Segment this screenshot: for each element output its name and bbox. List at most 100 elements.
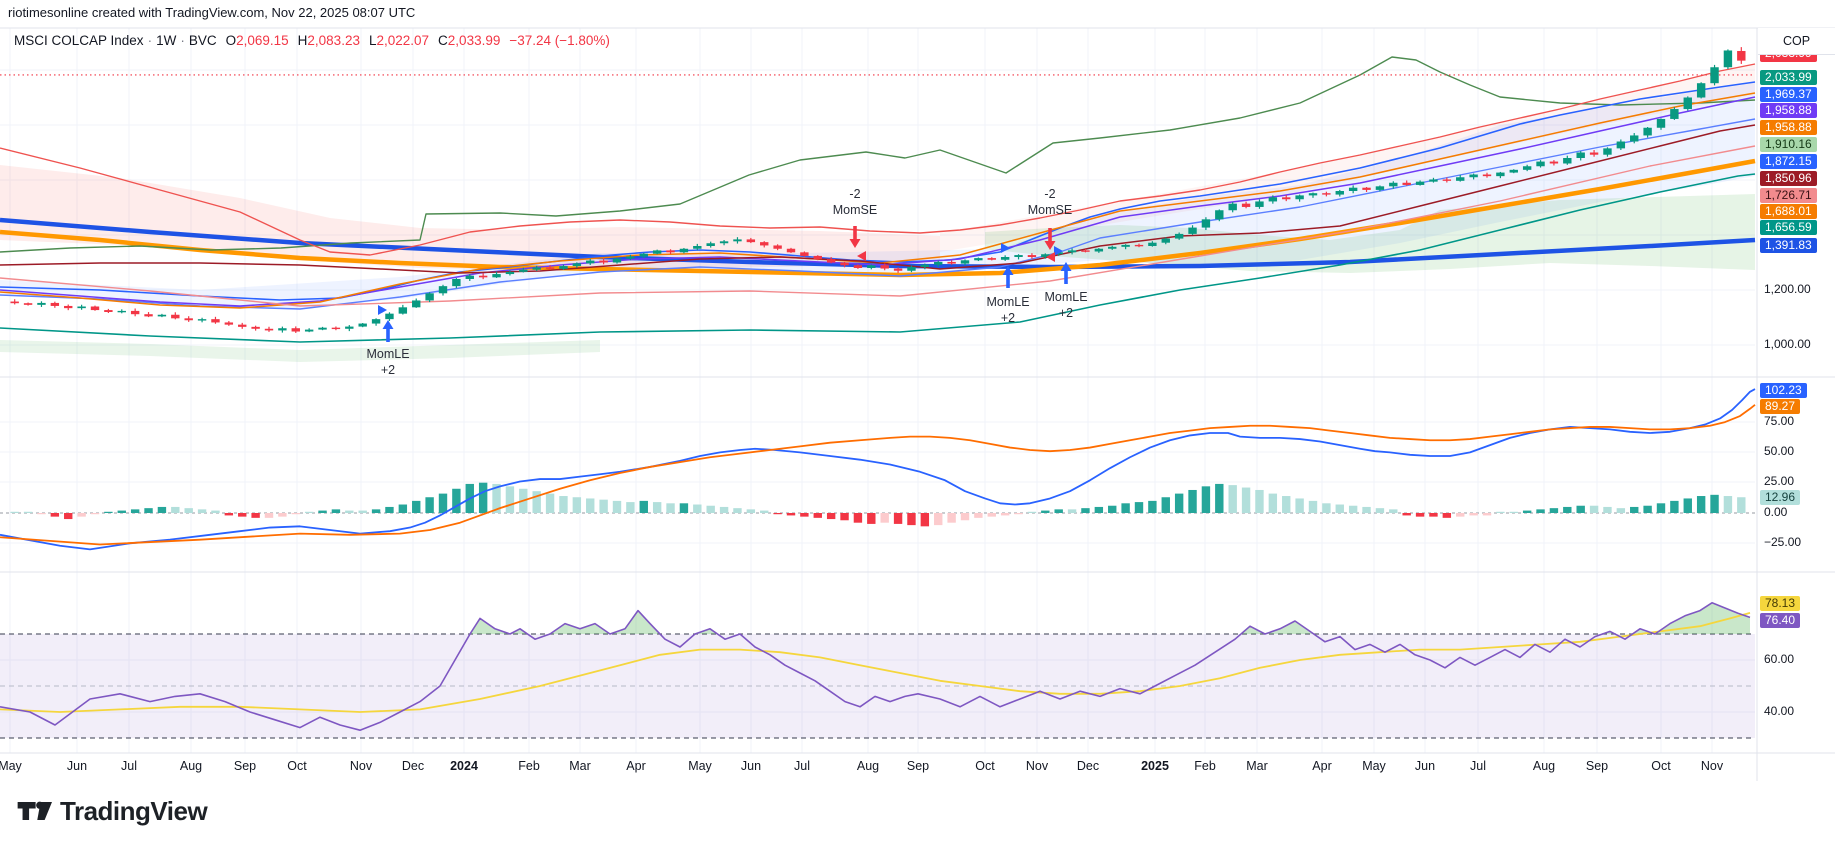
hist-bar — [1335, 504, 1344, 513]
time-label-jul: Jul — [794, 759, 810, 773]
candle — [652, 250, 662, 254]
price-label: 1,969.37 — [1760, 87, 1817, 102]
marker-right[interactable] — [1054, 246, 1063, 256]
marker-right[interactable] — [378, 305, 387, 315]
candle — [1041, 254, 1050, 257]
annotation-momse-2[interactable]: -2 MomSE — [1027, 187, 1073, 217]
hist-bar — [813, 513, 822, 518]
price-label: 1,391.83 — [1760, 238, 1817, 253]
time-label-sep: Sep — [906, 759, 930, 773]
annotation-momle-2[interactable]: MomLE +2 — [986, 295, 1030, 325]
candle — [1188, 227, 1197, 234]
candle — [304, 329, 314, 332]
candle — [1201, 219, 1211, 228]
price-label: 1,958.88 — [1760, 103, 1817, 118]
hist-bar — [1643, 505, 1652, 513]
candle — [1603, 148, 1612, 155]
tradingview-logo[interactable]: TradingView — [16, 795, 208, 827]
symbol-name[interactable]: MSCI COLCAP Index — [14, 33, 144, 48]
hist-bar — [144, 508, 153, 513]
hist-bar — [211, 510, 220, 513]
candle — [559, 266, 568, 269]
candle — [291, 328, 300, 332]
rsi-line — [0, 601, 1751, 732]
candle — [934, 261, 943, 265]
arrow-momle-2[interactable] — [1002, 266, 1014, 288]
annotation-momle-1[interactable]: MomLE +2 — [366, 347, 410, 377]
candle — [1589, 152, 1599, 155]
hist-bar — [1456, 513, 1465, 517]
price-label: 1,726.71 — [1760, 188, 1817, 203]
overlay-blue-lower — [0, 118, 1756, 310]
candle — [532, 267, 541, 270]
hist-bar — [452, 488, 461, 513]
candle — [1081, 250, 1090, 252]
osc-fast-line — [0, 388, 1756, 551]
close-value: 2,033.99 — [447, 33, 501, 48]
hist-bar — [1108, 505, 1117, 513]
hist-bar — [1536, 509, 1545, 513]
price-axis-currency[interactable]: COP — [1758, 28, 1835, 55]
arrow-momse-2[interactable] — [1044, 228, 1056, 250]
open-value: 2,069.15 — [236, 33, 289, 48]
time-label-2025: 2025 — [1141, 759, 1169, 773]
overlay-purple-ma — [0, 96, 1756, 307]
hist-bar — [1522, 510, 1532, 513]
candle — [90, 306, 100, 311]
candle — [1027, 255, 1037, 257]
candle — [1723, 50, 1733, 68]
hist-bar — [1723, 496, 1733, 513]
marker-left[interactable] — [857, 251, 866, 261]
annotation-momse-1[interactable]: -2 MomSE — [832, 187, 878, 217]
candle — [1295, 195, 1304, 200]
hist-bar — [238, 513, 247, 517]
hist-bar — [251, 513, 260, 518]
hist-bar — [1683, 498, 1692, 513]
low-letter: L — [368, 33, 377, 48]
overlay-sma-long-blue — [0, 217, 1756, 270]
axis-tick: 60.00 — [1764, 652, 1795, 666]
axis-tick: 1,000.00 — [1764, 337, 1811, 351]
annotation-momle-3[interactable]: MomLE +2 — [1044, 290, 1088, 320]
time-label-feb: Feb — [518, 759, 540, 773]
arrow-momle-3[interactable] — [1060, 262, 1072, 284]
hist-bar — [1442, 513, 1452, 518]
candle — [813, 255, 822, 260]
candle — [920, 264, 930, 267]
hist-bar — [1375, 508, 1385, 513]
candle — [104, 310, 113, 312]
candle — [37, 302, 46, 305]
candle — [599, 260, 608, 263]
candle — [77, 306, 86, 309]
marker-right[interactable] — [1001, 243, 1010, 253]
candle — [278, 328, 287, 331]
time-label-jul: Jul — [121, 759, 137, 773]
candle — [1228, 203, 1237, 211]
arrow-momse-1[interactable] — [849, 226, 861, 248]
symbol-legend[interactable]: MSCI COLCAP Index · 1W · BVC O2,069.15 H2,083.… — [14, 33, 610, 48]
hist-bar — [1589, 505, 1599, 513]
fill-pink-band-left — [0, 165, 940, 270]
time-label-feb: Feb — [1194, 759, 1216, 773]
candle — [1308, 193, 1318, 196]
hist-bar — [224, 513, 234, 516]
hist-bar — [104, 511, 113, 513]
marker-left[interactable] — [1046, 252, 1055, 262]
time-label-mar: Mar — [1246, 759, 1268, 773]
hist-bar — [1201, 486, 1211, 513]
candle — [706, 243, 715, 246]
candle — [1094, 248, 1104, 252]
hist-bar — [639, 500, 648, 513]
overlay-green-line — [0, 56, 1756, 253]
candle — [1576, 152, 1585, 158]
candle — [1255, 201, 1264, 207]
hist-bar — [1148, 500, 1157, 513]
hist-bar — [733, 508, 742, 513]
hist-bar — [1656, 503, 1666, 513]
candle — [23, 303, 33, 305]
arrow-momle-1[interactable] — [382, 320, 394, 342]
hist-bar — [1014, 513, 1023, 515]
interval-label[interactable]: 1W — [156, 33, 177, 48]
